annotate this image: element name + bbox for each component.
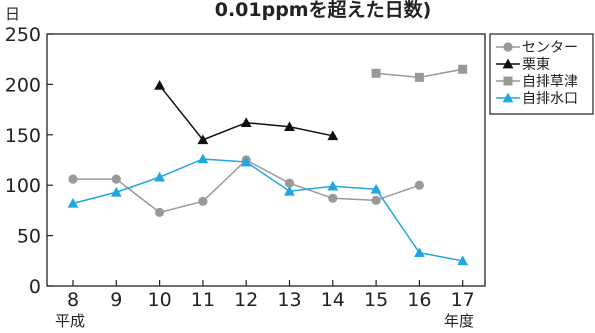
- legend-marker: [502, 58, 514, 69]
- y-tick-label: 250: [5, 24, 41, 46]
- data-point: [197, 134, 209, 145]
- data-point: [154, 80, 165, 90]
- legend-item: 栗東: [496, 57, 550, 73]
- series-line: [72, 158, 463, 262]
- data-point: [457, 255, 469, 266]
- legend-label: 栗東: [522, 57, 550, 73]
- x-tick-label: 15: [364, 289, 388, 311]
- x-tick-label: 10: [148, 289, 172, 311]
- data-point: [240, 117, 252, 128]
- data-point: [327, 130, 339, 141]
- series-3: [371, 64, 468, 82]
- y-tick-label: 150: [5, 125, 41, 147]
- series-2: [154, 80, 339, 145]
- x-tick-label: 17: [451, 289, 475, 311]
- legend-marker: [503, 76, 513, 86]
- data-point: [370, 183, 382, 194]
- y-tick-label: 0: [29, 276, 41, 298]
- data-point: [284, 121, 295, 132]
- y-tick-label: 50: [17, 226, 41, 248]
- data-point: [414, 180, 424, 190]
- x-axis-era-label: 平成: [55, 312, 85, 329]
- data-point: [371, 68, 381, 78]
- legend-item: 自排草津: [496, 74, 578, 90]
- series-line: [159, 84, 333, 141]
- legend-label: 自排水口: [522, 91, 578, 107]
- data-point: [111, 174, 121, 184]
- series-4: [67, 153, 469, 266]
- data-point: [198, 196, 208, 206]
- x-tick-label: 9: [110, 289, 122, 311]
- x-tick-label: 14: [321, 289, 345, 311]
- chart-title: 0.01ppmを超えた日数): [215, 0, 432, 21]
- y-axis-unit-label: 日: [5, 5, 20, 23]
- data-point: [284, 178, 295, 188]
- data-point: [327, 180, 339, 191]
- data-point: [110, 186, 122, 197]
- data-point: [240, 156, 252, 167]
- data-point: [371, 195, 381, 205]
- legend-label: 自排草津: [522, 74, 578, 90]
- data-point: [284, 185, 295, 196]
- y-tick-label: 200: [5, 74, 41, 96]
- plot-frame: [46, 33, 486, 287]
- legend-item: 自排水口: [496, 91, 578, 107]
- data-point: [68, 174, 78, 184]
- x-tick-label: 12: [234, 289, 258, 311]
- y-tick-label: 100: [5, 175, 41, 197]
- data-point: [458, 64, 468, 74]
- data-point: [154, 171, 165, 182]
- x-axis-unit-label: 年度: [444, 312, 474, 329]
- data-point: [197, 153, 209, 164]
- legend-item: センター: [496, 40, 578, 56]
- data-point: [414, 247, 425, 258]
- legend-marker: [503, 42, 513, 52]
- x-tick-label: 11: [191, 289, 215, 311]
- x-tick-label: 13: [277, 289, 301, 311]
- data-point: [67, 197, 79, 208]
- x-tick-label: 8: [67, 289, 79, 311]
- series-line: [73, 159, 420, 214]
- data-point: [155, 207, 165, 218]
- data-point: [328, 193, 338, 203]
- x-tick-label: 16: [407, 289, 431, 311]
- data-point: [414, 72, 424, 82]
- legend-label: センター: [522, 40, 578, 56]
- legend-marker: [502, 92, 514, 103]
